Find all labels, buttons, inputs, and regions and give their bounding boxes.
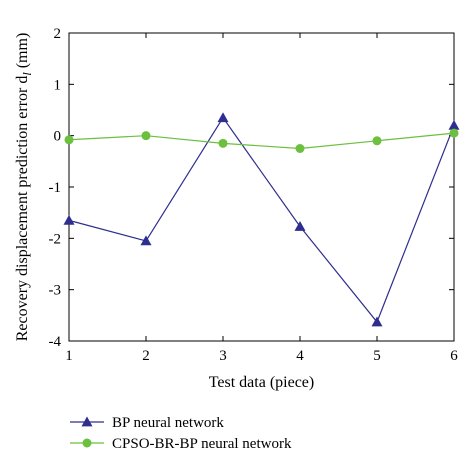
data-point xyxy=(449,128,459,138)
data-point xyxy=(217,112,229,123)
legend-item-1: BP neural network xyxy=(70,415,224,431)
y-tick-label: 2 xyxy=(54,26,62,42)
axis-ticks: 1 2 3 4 5 6 2 1 0 -1 -2 -3 -4 xyxy=(49,26,459,364)
y-axis-label: Recovery displacement prediction error d… xyxy=(14,33,34,342)
x-tick-label: 1 xyxy=(65,348,73,364)
y-axis-label-main: Recovery displacement prediction error d xyxy=(14,76,31,342)
series-2 xyxy=(64,128,459,153)
legend-label: BP neural network xyxy=(112,415,224,431)
data-point xyxy=(295,144,305,153)
legend-marker xyxy=(81,416,93,427)
x-tick-label: 5 xyxy=(373,348,381,364)
x-tick-label: 2 xyxy=(142,348,150,364)
y-tick-label: 1 xyxy=(54,77,62,93)
y-axis-label-unit: (mm) xyxy=(14,33,31,73)
data-point xyxy=(218,138,228,148)
data-point xyxy=(140,235,152,246)
data-point xyxy=(63,214,75,225)
y-tick-label: 0 xyxy=(54,129,62,145)
series-layer xyxy=(63,112,460,327)
y-tick-label: -3 xyxy=(49,283,62,299)
series-line xyxy=(68,116,455,324)
data-point xyxy=(372,136,382,146)
data-point xyxy=(141,131,151,141)
legend-item-2: CPSO-BR-BP neural network xyxy=(70,436,292,452)
legend-label: CPSO-BR-BP neural network xyxy=(112,436,292,452)
y-tick-label: -4 xyxy=(49,334,62,350)
y-tick-label: -1 xyxy=(49,180,62,196)
y-axis-label-subscript: l xyxy=(20,72,34,76)
x-tick-label: 6 xyxy=(450,348,458,364)
x-axis-label: Test data (piece) xyxy=(209,374,314,391)
plot-frame xyxy=(68,32,455,342)
data-point xyxy=(371,316,383,327)
series-line xyxy=(68,132,455,150)
data-point xyxy=(294,221,306,231)
data-point xyxy=(64,135,74,145)
x-tick-label: 3 xyxy=(219,348,227,364)
legend-marker xyxy=(82,438,92,448)
series-1 xyxy=(63,112,460,327)
legend: BP neural network CPSO-BR-BP neural netwo… xyxy=(70,415,292,452)
y-tick-label: -2 xyxy=(49,231,62,247)
data-point xyxy=(448,119,460,130)
x-tick-label: 4 xyxy=(296,348,304,364)
